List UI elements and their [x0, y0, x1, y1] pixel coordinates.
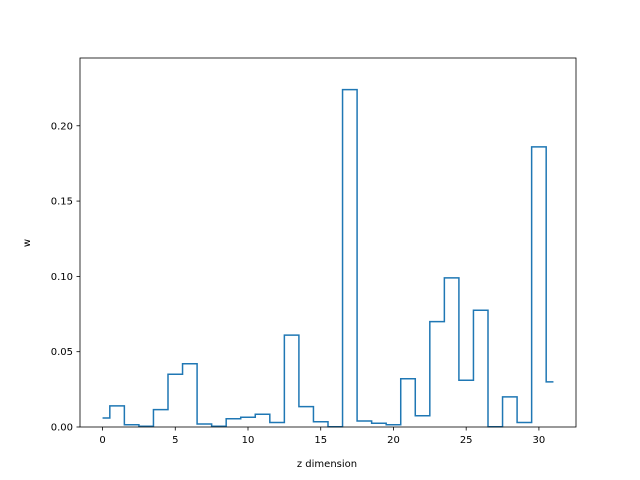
- y-tick-label: 0.10: [51, 272, 73, 283]
- x-axis-label: z dimension: [297, 459, 357, 470]
- y-tick-label: 0.05: [51, 347, 73, 358]
- x-axis-ticks: 0 5 10 15 20 25 30: [99, 427, 545, 446]
- y-tick-label: 0.15: [51, 197, 73, 208]
- y-tick-label: 0.20: [51, 121, 73, 132]
- x-tick-label: 15: [314, 435, 327, 446]
- x-tick-label: 0: [99, 435, 105, 446]
- x-tick-label: 30: [533, 435, 546, 446]
- x-tick-label: 10: [242, 435, 255, 446]
- y-axis-label: w: [22, 239, 33, 247]
- axes-frame: [79, 57, 577, 428]
- x-tick-label: 20: [387, 435, 400, 446]
- series-line-0: [102, 88, 554, 428]
- y-tick-label: 0.00: [51, 423, 73, 434]
- plot-area: [79, 57, 577, 428]
- x-tick-label: 5: [172, 435, 178, 446]
- x-tick-label: 25: [460, 435, 473, 446]
- y-axis-ticks: 0.00 0.05 0.10 0.15 0.20: [51, 121, 80, 434]
